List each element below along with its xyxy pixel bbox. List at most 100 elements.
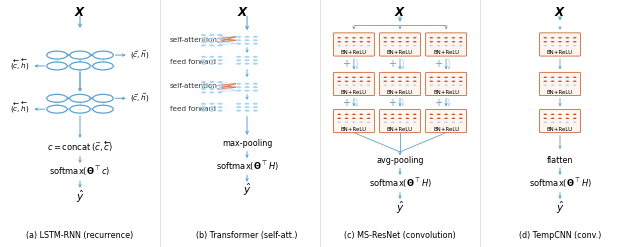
Circle shape [345, 41, 348, 42]
Circle shape [367, 114, 371, 115]
Circle shape [201, 34, 206, 36]
Text: feed forward: feed forward [170, 106, 216, 112]
Circle shape [201, 110, 206, 112]
Circle shape [367, 45, 371, 46]
Circle shape [337, 81, 341, 82]
Circle shape [253, 36, 258, 38]
Circle shape [218, 63, 223, 65]
Circle shape [444, 45, 448, 46]
Circle shape [383, 84, 387, 86]
Circle shape [352, 122, 356, 123]
Circle shape [406, 118, 409, 119]
Text: $(\vec{c},\vec{h})$: $(\vec{c},\vec{h})$ [130, 91, 149, 104]
Circle shape [459, 84, 463, 86]
Circle shape [566, 114, 569, 115]
Circle shape [413, 118, 417, 119]
Circle shape [398, 118, 402, 119]
Circle shape [406, 41, 409, 42]
Circle shape [452, 81, 455, 82]
Circle shape [459, 122, 463, 123]
Circle shape [429, 84, 433, 86]
FancyBboxPatch shape [426, 33, 467, 56]
Circle shape [253, 83, 258, 85]
Circle shape [383, 122, 387, 123]
Text: BN+ReLU: BN+ReLU [341, 127, 367, 132]
Circle shape [201, 56, 206, 58]
Circle shape [360, 37, 363, 39]
Circle shape [253, 56, 258, 58]
Circle shape [437, 122, 440, 123]
Circle shape [566, 122, 569, 123]
Circle shape [437, 37, 440, 39]
Text: (c) MS-ResNet (convolution): (c) MS-ResNet (convolution) [344, 231, 456, 240]
Circle shape [93, 105, 113, 113]
Circle shape [236, 86, 241, 88]
Circle shape [413, 45, 417, 46]
Circle shape [398, 114, 402, 115]
Circle shape [337, 45, 341, 46]
Circle shape [70, 62, 90, 70]
Circle shape [253, 43, 258, 45]
Circle shape [360, 118, 363, 119]
Circle shape [209, 88, 214, 90]
Circle shape [360, 114, 363, 115]
Circle shape [218, 84, 223, 86]
FancyBboxPatch shape [426, 109, 467, 133]
Circle shape [452, 45, 455, 46]
Circle shape [201, 84, 206, 86]
Circle shape [47, 94, 67, 102]
Circle shape [360, 41, 363, 42]
Circle shape [558, 41, 562, 42]
Circle shape [201, 88, 206, 90]
Circle shape [452, 114, 455, 115]
Text: self-attention: self-attention [170, 37, 218, 42]
Circle shape [444, 81, 448, 82]
Circle shape [406, 37, 409, 39]
Circle shape [558, 114, 562, 115]
Text: (a) LSTM-RNN (recurrence): (a) LSTM-RNN (recurrence) [26, 231, 134, 240]
Circle shape [566, 45, 569, 46]
Circle shape [398, 122, 402, 123]
FancyBboxPatch shape [540, 109, 580, 133]
FancyBboxPatch shape [380, 33, 420, 56]
Circle shape [551, 41, 554, 42]
Text: (b) Transformer (self-att.): (b) Transformer (self-att.) [196, 231, 298, 240]
Circle shape [566, 77, 569, 78]
Text: BN+ReLU: BN+ReLU [387, 50, 413, 55]
Circle shape [201, 41, 206, 43]
Text: $\mathrm{softmax}(\boldsymbol{\Theta}^\top H)$: $\mathrm{softmax}(\boldsymbol{\Theta}^\t… [369, 177, 431, 190]
Circle shape [413, 37, 417, 39]
Circle shape [218, 34, 223, 36]
Circle shape [413, 114, 417, 115]
Circle shape [437, 84, 440, 86]
Circle shape [345, 122, 348, 123]
Circle shape [218, 103, 223, 105]
Circle shape [93, 94, 113, 102]
Circle shape [573, 81, 577, 82]
Circle shape [566, 37, 569, 39]
Circle shape [236, 106, 241, 108]
Circle shape [209, 44, 214, 46]
Circle shape [345, 84, 348, 86]
Text: $\boldsymbol{X}$: $\boldsymbol{X}$ [237, 6, 249, 19]
Circle shape [391, 84, 394, 86]
Circle shape [253, 59, 258, 61]
Circle shape [253, 90, 258, 92]
Text: $\hat{y}$: $\hat{y}$ [396, 199, 404, 216]
Circle shape [551, 45, 554, 46]
Circle shape [360, 77, 363, 78]
Circle shape [218, 44, 223, 46]
Text: $\boldsymbol{X}$: $\boldsymbol{X}$ [394, 6, 406, 19]
Circle shape [244, 106, 250, 108]
Text: $(\overleftarrow{c},\overleftarrow{h})$: $(\overleftarrow{c},\overleftarrow{h})$ [10, 58, 29, 72]
Circle shape [543, 84, 547, 86]
Circle shape [551, 122, 554, 123]
Circle shape [209, 84, 214, 86]
Text: +: + [435, 98, 442, 107]
Circle shape [429, 81, 433, 82]
Circle shape [360, 122, 363, 123]
Circle shape [444, 114, 448, 115]
Circle shape [345, 81, 348, 82]
Circle shape [367, 122, 371, 123]
Circle shape [244, 63, 250, 65]
